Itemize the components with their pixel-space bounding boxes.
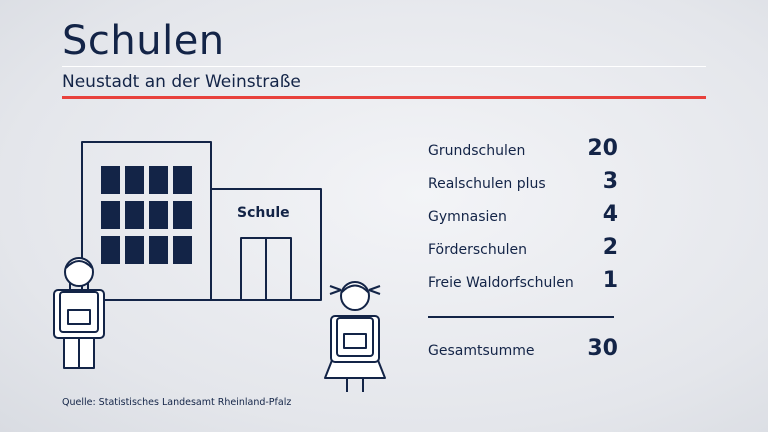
stat-label: Gymnasien [428,209,507,225]
stat-row: Freie Waldorfschulen 1 [428,268,618,301]
school-illustration: Schule [53,141,386,392]
stat-value: 1 [602,268,618,293]
total-row: Gesamtsumme 30 [428,336,618,361]
stat-value: 20 [587,136,618,161]
total-divider [428,316,614,318]
boy-figure [53,257,105,369]
building-label: Schule [237,205,290,221]
title-divider [62,66,706,67]
stat-row: Förderschulen 2 [428,235,618,268]
stat-row: Grundschulen 20 [428,136,618,169]
total-value: 30 [587,336,618,361]
stat-value: 2 [602,235,618,260]
stat-label: Freie Waldorfschulen [428,275,574,291]
stat-row: Gymnasien 4 [428,202,618,235]
source-note: Quelle: Statistisches Landesamt Rheinlan… [62,397,292,408]
stat-label: Realschulen plus [428,176,546,192]
window-grid [101,166,192,264]
page-title: Schulen [62,18,225,64]
stat-label: Grundschulen [428,143,526,159]
girl-figure [324,281,386,392]
stat-value: 3 [602,169,618,194]
accent-divider [62,96,706,99]
stat-label: Förderschulen [428,242,527,258]
stat-value: 4 [602,202,618,227]
school-stats-list: Grundschulen 20 Realschulen plus 3 Gymna… [428,136,618,301]
total-label: Gesamtsumme [428,343,535,359]
page-subtitle: Neustadt an der Weinstraße [62,72,301,92]
stat-row: Realschulen plus 3 [428,169,618,202]
